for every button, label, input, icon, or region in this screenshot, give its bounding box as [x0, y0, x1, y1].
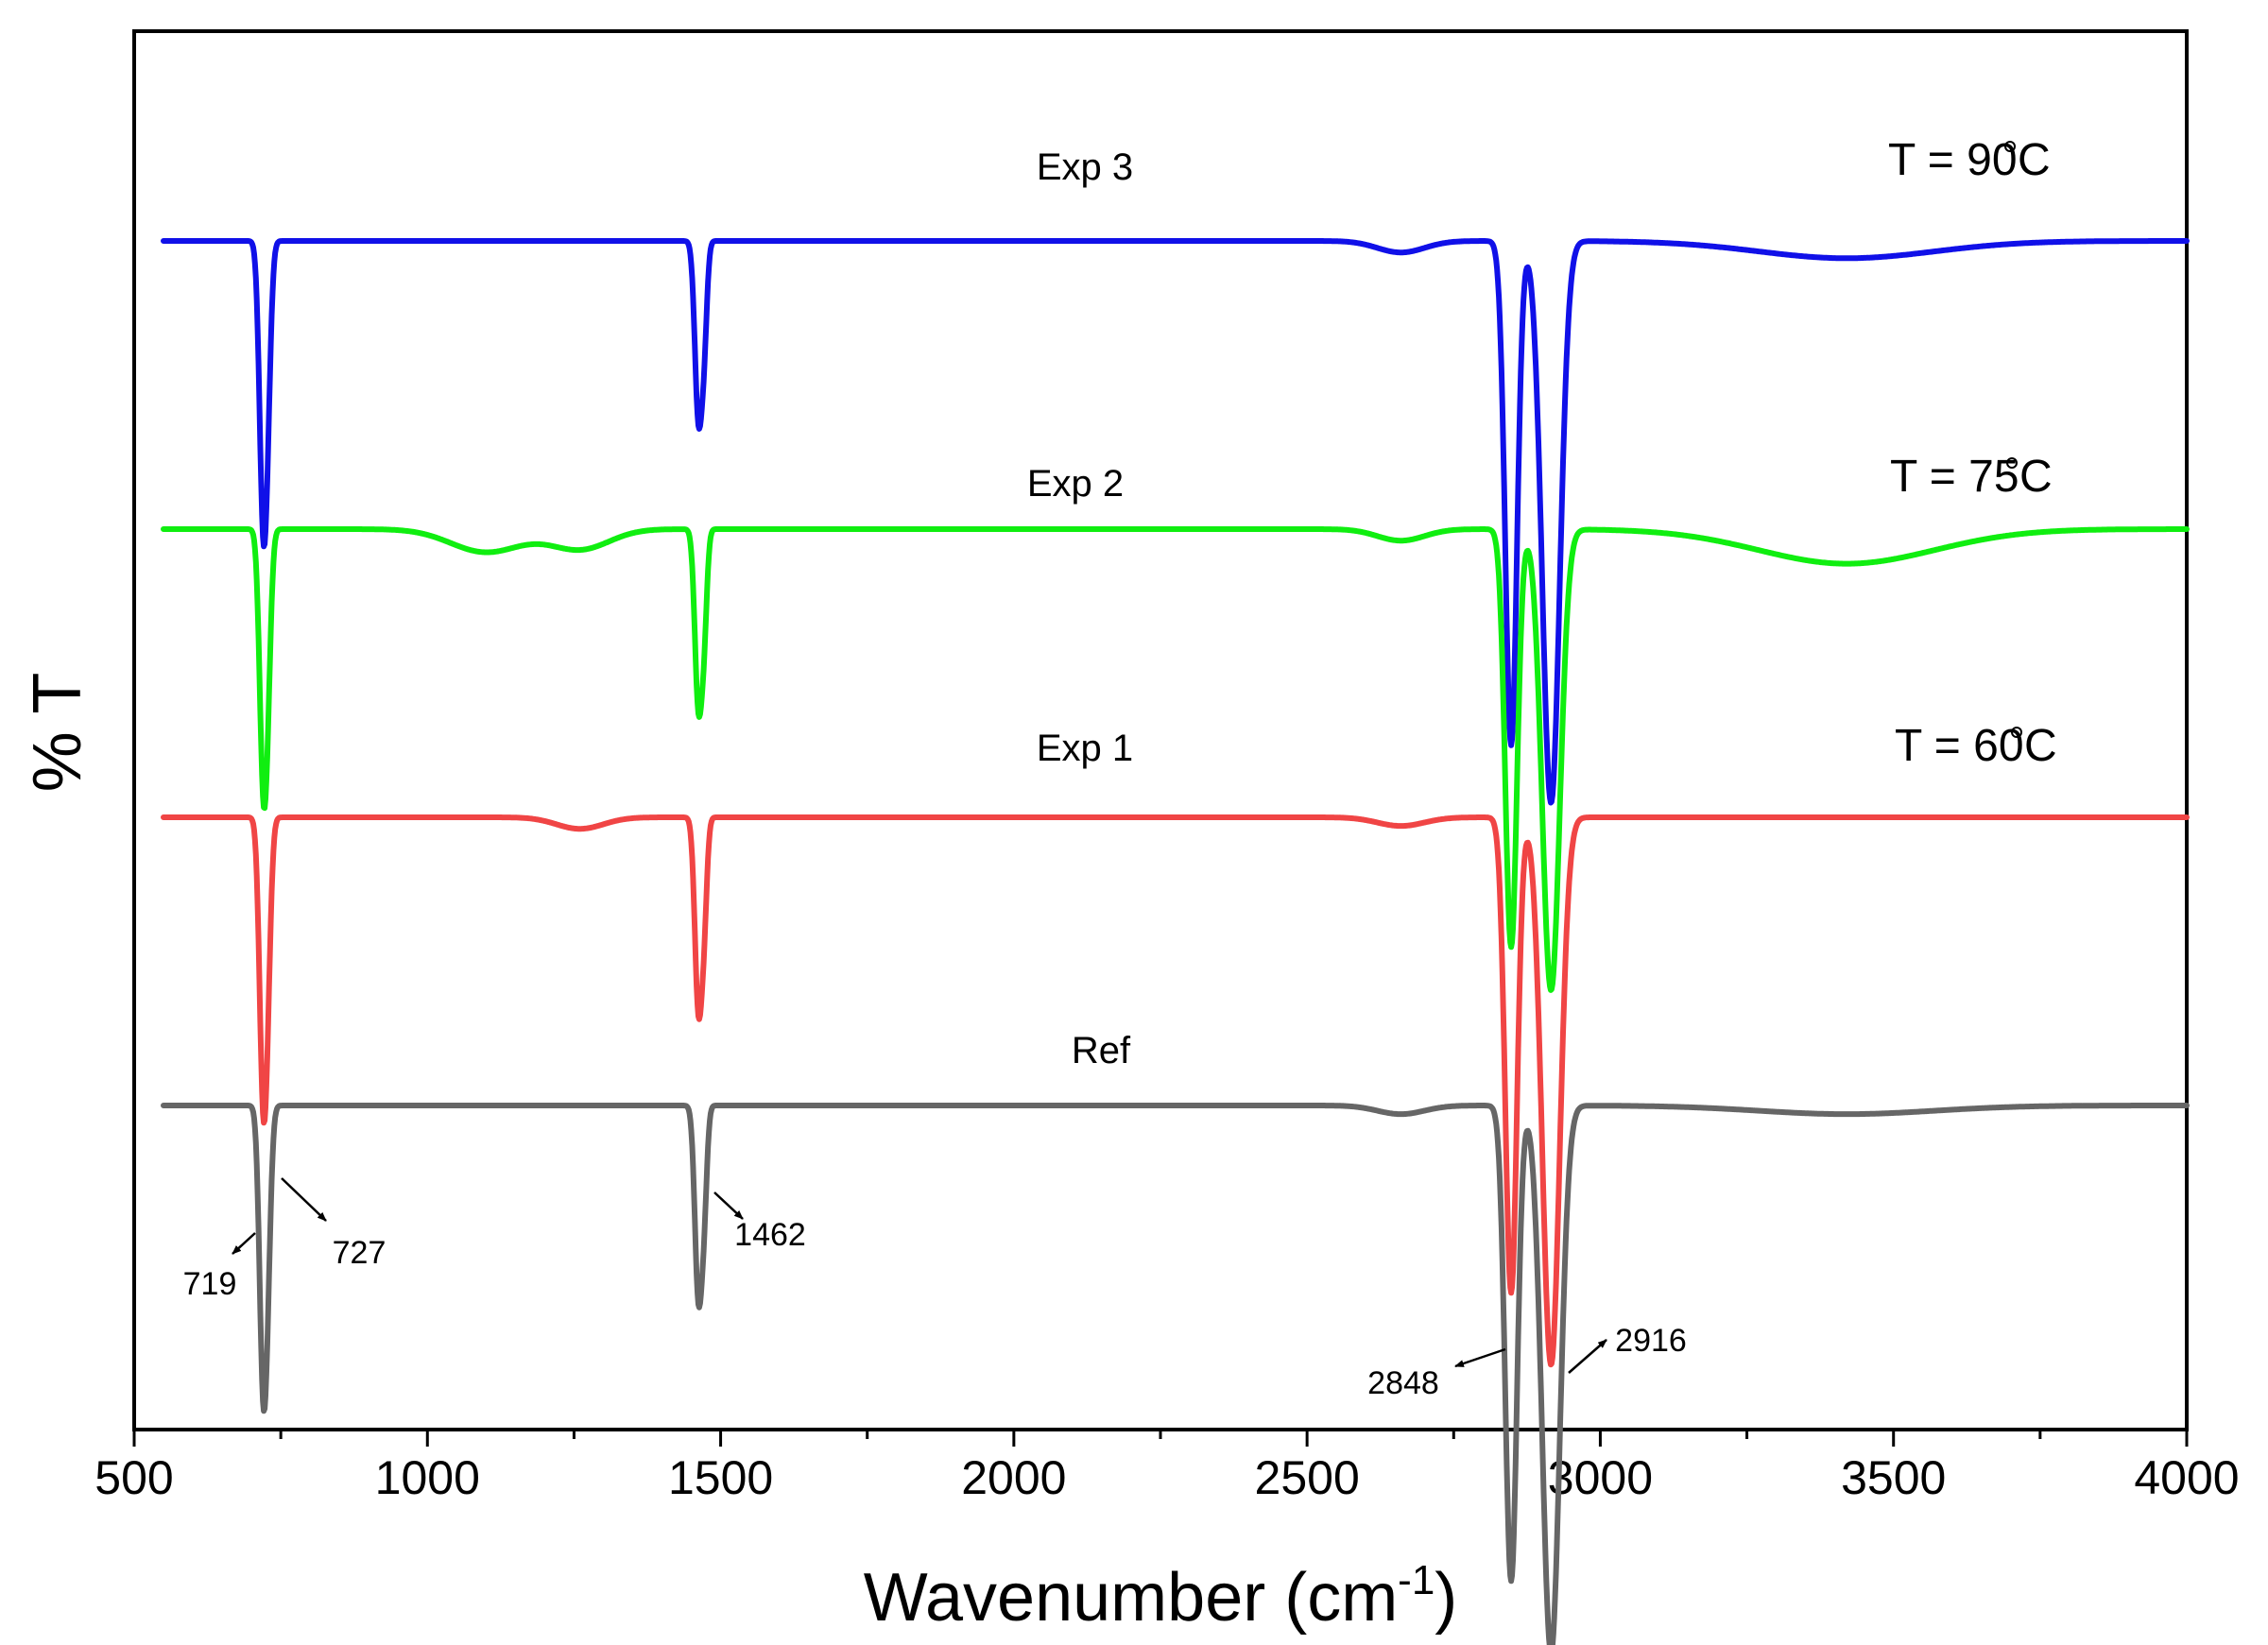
- series-label-exp2: Exp 2: [1027, 463, 1124, 505]
- series-label-exp3: Exp 3: [1037, 146, 1133, 188]
- y-axis-title: % T: [20, 673, 95, 793]
- svg-text:T = 60: T = 60: [1895, 721, 2024, 771]
- series-line-exp2: [161, 526, 2190, 993]
- peak-label-727: 727: [333, 1235, 387, 1271]
- degree-icon: [2011, 727, 2022, 738]
- svg-text:C: C: [2024, 721, 2057, 771]
- x-tick-label: 3000: [1548, 1451, 1653, 1504]
- x-tick-label: 2500: [1255, 1451, 1360, 1504]
- peak-label-2916: 2916: [1615, 1323, 1687, 1359]
- x-tick-label: 1000: [375, 1451, 480, 1504]
- svg-text:T = 90: T = 90: [1888, 135, 2018, 185]
- degree-icon: [2004, 141, 2016, 152]
- arrow-1462: [713, 1191, 744, 1220]
- x-axis-title: Wavenumber (cm-1): [864, 1557, 1458, 1636]
- series-group: [161, 238, 2190, 1645]
- peak-annotations: 719 727 1462 2848 2916: [183, 1177, 1687, 1401]
- peak-label-1462: 1462: [734, 1217, 806, 1253]
- x-tick-label: 500: [94, 1451, 173, 1504]
- arrow-2916: [1568, 1339, 1607, 1374]
- arrow-2848: [1454, 1347, 1506, 1368]
- degree-icon: [2006, 457, 2018, 469]
- arrow-727: [281, 1177, 327, 1222]
- series-label-ref: Ref: [1072, 1030, 1131, 1071]
- temp-label-exp2: T = 75 C: [1890, 452, 2053, 502]
- peak-label-719: 719: [183, 1266, 237, 1302]
- series-line-ref: [161, 1103, 2190, 1645]
- svg-text:C: C: [2019, 452, 2053, 502]
- x-tick-label: 2000: [961, 1451, 1066, 1504]
- arrow-719: [232, 1232, 256, 1255]
- temp-label-exp3: T = 90 C: [1888, 135, 2051, 185]
- x-axis-ticks: 500 1000 1500 2000 2500 3000 3500 4000: [94, 1430, 2240, 1504]
- x-tick-label: 4000: [2134, 1451, 2239, 1504]
- series-line-exp1: [161, 814, 2190, 1368]
- series-label-exp1: Exp 1: [1037, 728, 1133, 769]
- x-tick-label: 1500: [668, 1451, 773, 1504]
- svg-text:C: C: [2018, 135, 2051, 185]
- peak-label-2848: 2848: [1367, 1365, 1439, 1401]
- temp-label-exp1: T = 60 C: [1895, 721, 2057, 771]
- series-line-exp3: [161, 238, 2190, 806]
- svg-text:T = 75: T = 75: [1890, 452, 2019, 502]
- x-tick-label: 3500: [1841, 1451, 1946, 1504]
